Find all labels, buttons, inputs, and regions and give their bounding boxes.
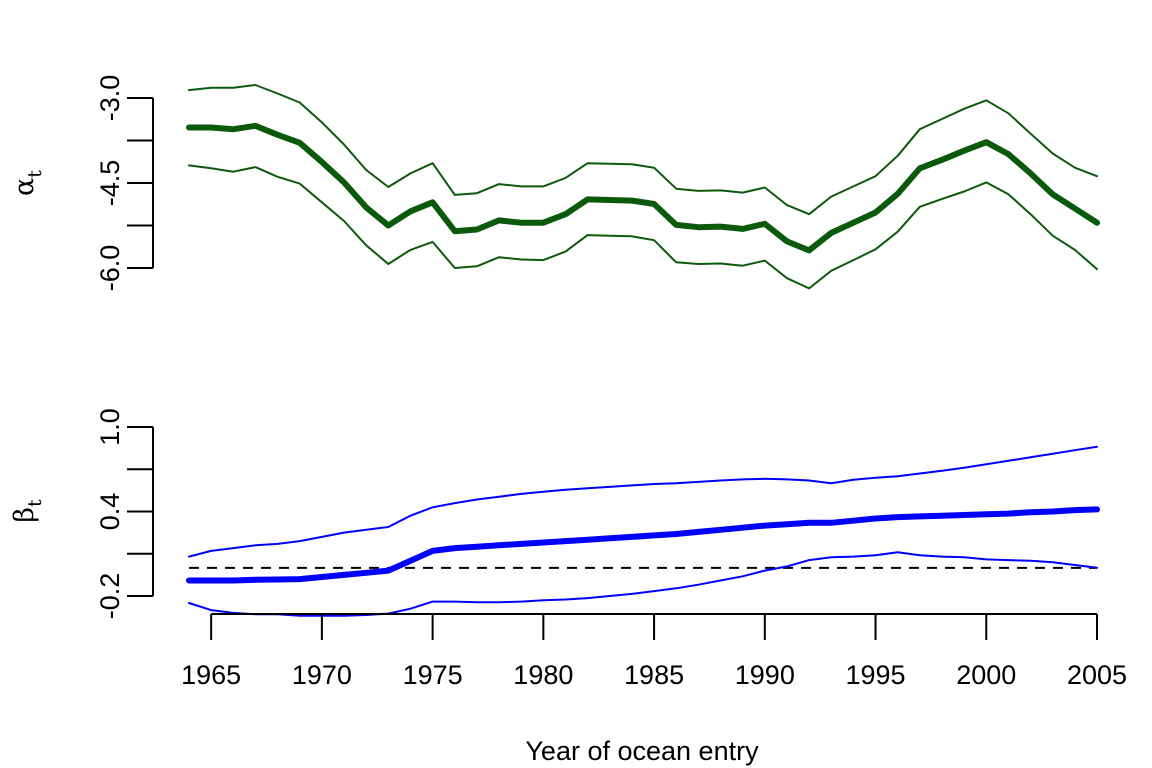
y-axis-title-subscript: t bbox=[24, 170, 46, 178]
y-tick-label: -0.2 bbox=[95, 573, 125, 620]
y-tick-label: 0.4 bbox=[95, 493, 125, 531]
x-tick-label: 1970 bbox=[292, 660, 352, 690]
series-line-lower-bound bbox=[188, 164, 1098, 290]
y-tick-label: -3.0 bbox=[95, 75, 125, 122]
y-axis-title: βt bbox=[9, 499, 46, 523]
x-axis: 1965 1970 1975 1980 1985 1990 1995 2000 2005 bbox=[181, 613, 1127, 690]
x-tick-label: 1965 bbox=[181, 660, 241, 690]
y-axis-title-subscript: t bbox=[24, 499, 46, 507]
x-tick-label: 1990 bbox=[735, 660, 795, 690]
series-line-estimate bbox=[186, 122, 1100, 254]
alpha-panel: -6.0 -4.5 -3.0 αt bbox=[9, 75, 1100, 292]
beta-panel: -0.2 0.4 1.0 βt bbox=[9, 408, 1100, 620]
y-axis-title-symbol: α bbox=[9, 178, 40, 196]
series-line-upper-bound bbox=[188, 84, 1098, 216]
x-tick-label: 1975 bbox=[403, 660, 463, 690]
x-axis-title: Year of ocean entry bbox=[525, 736, 759, 766]
x-tick-label: 2000 bbox=[956, 660, 1016, 690]
x-tick-label: 1980 bbox=[513, 660, 573, 690]
series-line-upper-bound bbox=[188, 445, 1098, 558]
y-axis-title-symbol: β bbox=[9, 507, 40, 523]
y-tick-label: -6.0 bbox=[95, 245, 125, 292]
x-tick-label: 1985 bbox=[624, 660, 684, 690]
series-line-lower-bound bbox=[188, 551, 1098, 617]
y-axis-title: αt bbox=[9, 170, 46, 196]
y-tick-label: 1.0 bbox=[95, 408, 125, 446]
y-tick-label: -4.5 bbox=[95, 160, 125, 207]
x-tick-label: 2005 bbox=[1067, 660, 1127, 690]
series-line-estimate bbox=[186, 506, 1100, 584]
x-tick-label: 1995 bbox=[845, 660, 905, 690]
